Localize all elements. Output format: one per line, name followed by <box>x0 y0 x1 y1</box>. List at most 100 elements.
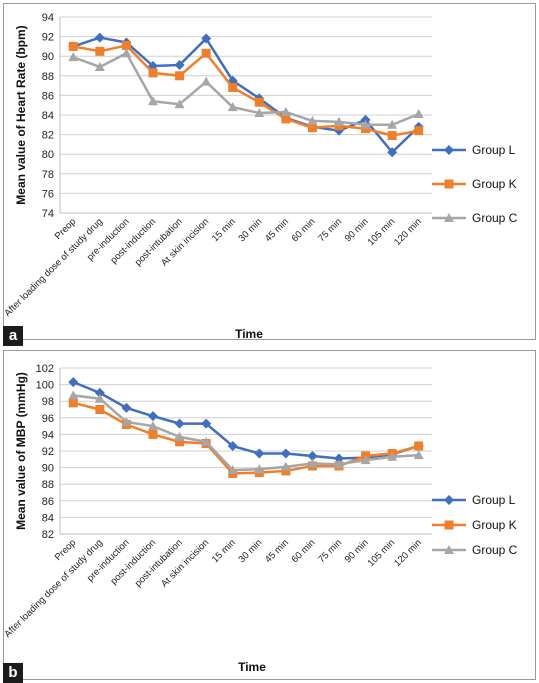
y-tick-label: 86 <box>42 90 54 102</box>
data-point <box>334 125 344 136</box>
x-tick-label: After loading dose of study drug <box>2 216 105 319</box>
x-tick-label: After loading dose of study drug <box>2 537 105 640</box>
data-point <box>95 405 105 414</box>
panel-label: a <box>3 326 23 346</box>
data-point <box>334 459 344 469</box>
y-tick-label: 80 <box>42 149 54 161</box>
data-point <box>174 60 185 71</box>
x-tick-label: 30 min <box>236 216 264 244</box>
x-tick-label: 120 min <box>392 537 424 569</box>
y-tick-label: 96 <box>42 413 54 425</box>
x-tick-label: 105 min <box>366 216 398 248</box>
data-point <box>68 390 79 400</box>
data-point <box>148 96 158 106</box>
data-point <box>227 441 238 452</box>
x-axis-title: Time <box>238 660 266 674</box>
data-point <box>387 451 398 461</box>
data-point <box>444 495 454 505</box>
panel-b: 82 84 86 88 90 92 94 96 98 100 102 Preop After loadi… <box>0 347 539 683</box>
y-tick-label: 76 <box>42 188 54 200</box>
data-point <box>387 147 398 158</box>
series-line <box>73 394 419 472</box>
y-tick-label: 74 <box>42 208 54 220</box>
data-point <box>94 61 105 71</box>
data-point <box>148 421 158 431</box>
x-tick-label: 15 min <box>210 537 238 565</box>
data-point <box>444 145 454 155</box>
data-point <box>254 448 265 459</box>
data-point <box>121 402 132 413</box>
data-point <box>360 119 371 129</box>
data-point <box>175 71 185 81</box>
legend-label: Group C <box>472 543 518 557</box>
data-point <box>121 40 131 50</box>
x-tick-label: 45 min <box>263 537 291 565</box>
y-tick-label: 84 <box>42 110 54 122</box>
y-tick-label: 84 <box>42 512 54 524</box>
y-axis-title: Mean value of MBP (mmHg) <box>14 372 28 530</box>
data-point <box>174 99 185 109</box>
x-tick-label: 75 min <box>316 216 344 244</box>
y-tick-label: 94 <box>42 429 54 441</box>
data-point <box>254 97 264 107</box>
x-tick-label: 45 min <box>263 216 291 244</box>
y-tick-label: 88 <box>42 71 54 83</box>
data-point <box>413 450 424 460</box>
data-point <box>280 461 291 471</box>
x-tick-label: 60 min <box>290 216 318 244</box>
panel-frame <box>3 3 536 340</box>
panel-label: b <box>3 663 23 683</box>
y-tick-label: 86 <box>42 496 54 508</box>
y-tick-label: 82 <box>42 529 54 541</box>
y-tick-label: 102 <box>36 363 54 375</box>
data-point <box>68 398 78 408</box>
data-point <box>174 431 185 441</box>
data-point <box>280 107 291 117</box>
y-tick-label: 100 <box>36 380 54 392</box>
data-point <box>68 377 79 388</box>
legend-item: Group K <box>432 177 517 191</box>
legend-item: Group K <box>432 518 517 532</box>
data-point <box>201 436 212 446</box>
panel-a: 74 76 78 80 82 84 86 88 90 92 94 Preop After loading… <box>2 3 536 346</box>
data-point <box>94 393 105 403</box>
y-tick-label: 98 <box>42 396 54 408</box>
legend-label: Group C <box>472 211 518 225</box>
data-point <box>68 52 79 62</box>
data-point <box>414 441 424 451</box>
data-point <box>281 114 291 124</box>
data-point <box>307 123 317 133</box>
y-tick-label: 90 <box>42 51 54 63</box>
legend-item: Group L <box>432 493 516 507</box>
x-tick-label: 30 min <box>236 537 264 565</box>
data-point <box>201 33 212 44</box>
data-point <box>201 418 212 429</box>
data-point <box>444 545 454 554</box>
data-point <box>148 68 158 78</box>
data-point <box>148 429 158 439</box>
data-point <box>227 465 238 475</box>
data-point <box>174 418 185 429</box>
data-point <box>444 179 454 189</box>
data-point <box>201 48 211 58</box>
data-point <box>254 464 265 474</box>
data-point <box>227 102 238 112</box>
x-tick-label: At skin incision <box>159 537 211 589</box>
y-tick-label: 82 <box>42 130 54 142</box>
legend-item: Group C <box>432 211 518 225</box>
x-tick-label: 15 min <box>210 216 238 244</box>
data-point <box>228 83 238 93</box>
data-point <box>68 41 78 51</box>
data-point <box>254 108 265 118</box>
data-point <box>121 48 132 58</box>
y-axis-title: Mean value of Heart Rate (bpm) <box>14 25 28 204</box>
x-tick-label: 75 min <box>316 537 344 565</box>
data-point <box>175 437 185 447</box>
data-point <box>387 131 397 141</box>
data-point <box>413 109 424 119</box>
data-point <box>444 213 454 222</box>
series-group-c <box>68 48 424 129</box>
series-line <box>72 52 420 127</box>
data-point <box>94 32 105 43</box>
